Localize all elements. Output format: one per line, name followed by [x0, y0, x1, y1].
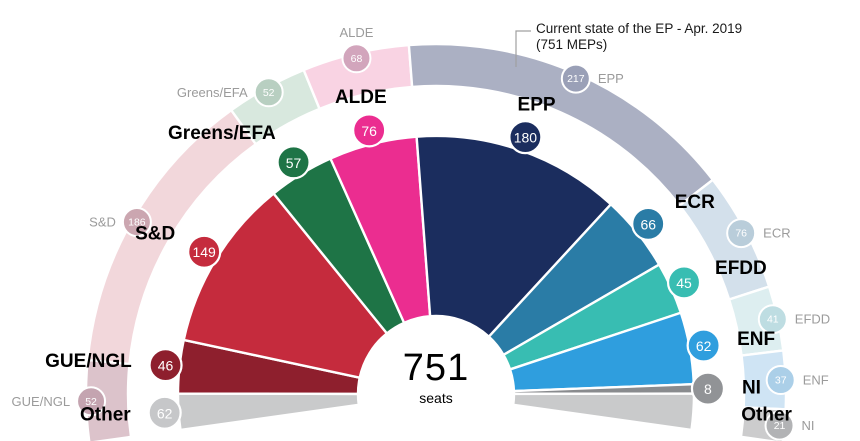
- outer-badge-enf: [765, 365, 796, 396]
- outer-label-greens-efa: Greens/EFA: [177, 85, 248, 100]
- outer-badge-efdd: [757, 304, 788, 335]
- outer-badge-value-greens-efa: 52: [263, 87, 275, 99]
- inner-badge-value-gue-ngl: 46: [158, 358, 174, 374]
- caption-leader-line: [515, 30, 531, 67]
- outer-badge-value-efdd: 41: [767, 314, 779, 326]
- inner-label-other: Other: [741, 405, 792, 426]
- outer-badge-s-d: [121, 207, 152, 238]
- inner-badge-value-other: 62: [157, 405, 173, 421]
- outer-badge-epp: [560, 63, 591, 94]
- inner-label-other: Other: [80, 405, 131, 426]
- outer-label-s-d: S&D: [89, 215, 116, 230]
- inner-badge-gue-ngl: [148, 348, 183, 383]
- inner-badge-value-ni: 8: [704, 381, 712, 397]
- inner-badge-value-epp: 180: [514, 130, 538, 146]
- inner-badge-value-alde: 76: [361, 123, 377, 139]
- inner-badge-s-d: [187, 234, 222, 269]
- outer-badge-value-s-d: 186: [128, 217, 146, 229]
- inner-badge-epp: [508, 120, 543, 155]
- inner-badge-enf: [686, 328, 721, 363]
- inner-label-s-d: S&D: [135, 223, 175, 244]
- outer-badge-greens-efa: [253, 77, 284, 108]
- outer-label-ni: NI: [802, 418, 815, 433]
- inner-badge-other: [147, 395, 182, 430]
- inner-badge-value-greens-efa: 57: [286, 155, 302, 171]
- inner-label-epp: EPP: [518, 94, 556, 115]
- outer-label-alde: ALDE: [339, 25, 373, 40]
- inner-badge-ecr: [631, 206, 666, 241]
- inner-label-gue-ngl: GUE/NGL: [45, 351, 132, 372]
- inner-badge-efdd: [666, 265, 702, 300]
- outer-label-enf: ENF: [803, 373, 829, 388]
- outer-badge-value-alde: 68: [351, 53, 363, 65]
- inner-badge-value-s-d: 149: [192, 244, 216, 260]
- outer-badge-value-ni: 21: [774, 420, 786, 432]
- outer-badge-value-epp: 217: [567, 73, 585, 85]
- inner-ring-segment-other-0[interactable]: [176, 392, 360, 432]
- inner-label-alde: ALDE: [335, 87, 387, 108]
- inner-badge-alde: [352, 113, 387, 148]
- outer-badge-value-enf: 37: [775, 375, 787, 387]
- inner-badge-value-ecr: 66: [640, 216, 656, 232]
- inner-label-efdd: EFDD: [715, 258, 767, 279]
- outer-label-epp: EPP: [598, 71, 624, 86]
- inner-ring-segment-s-d-2[interactable]: [182, 192, 389, 379]
- outer-badge-value-ecr: 76: [735, 228, 747, 240]
- total-seats-value: 751: [402, 347, 470, 389]
- total-seats: 751 seats: [336, 349, 536, 406]
- inner-ring-segment-other-10[interactable]: [512, 392, 696, 432]
- inner-badge-greens-efa: [276, 145, 311, 180]
- outer-badge-ecr: [726, 218, 757, 249]
- outer-badge-value-gue-ngl: 52: [85, 396, 97, 408]
- outer-badge-ni: [764, 410, 795, 441]
- outer-label-ecr: ECR: [763, 226, 790, 241]
- inner-label-greens-efa: Greens/EFA: [168, 123, 276, 144]
- inner-badge-value-efdd: 45: [676, 275, 692, 291]
- outer-label-gue-ngl: GUE/NGL: [12, 394, 71, 409]
- outer-label-efdd: EFDD: [795, 312, 830, 327]
- inner-label-ni: NI: [742, 377, 761, 398]
- inner-label-enf: ENF: [737, 329, 775, 350]
- inner-badge-value-enf: 62: [696, 338, 712, 354]
- outer-ring-caption: Current state of the EP - Apr. 2019 (751…: [536, 21, 742, 53]
- inner-label-ecr: ECR: [675, 192, 715, 213]
- caption-line2: (751 MEPs): [536, 37, 608, 53]
- outer-badge-alde: [341, 43, 372, 74]
- outer-badge-gue-ngl: [76, 386, 107, 417]
- caption-line1: Current state of the EP - Apr. 2019: [536, 21, 743, 36]
- total-seats-unit: seats: [419, 390, 453, 406]
- inner-badge-ni: [690, 371, 726, 406]
- inner-ring-segment-epp-5[interactable]: [415, 134, 613, 338]
